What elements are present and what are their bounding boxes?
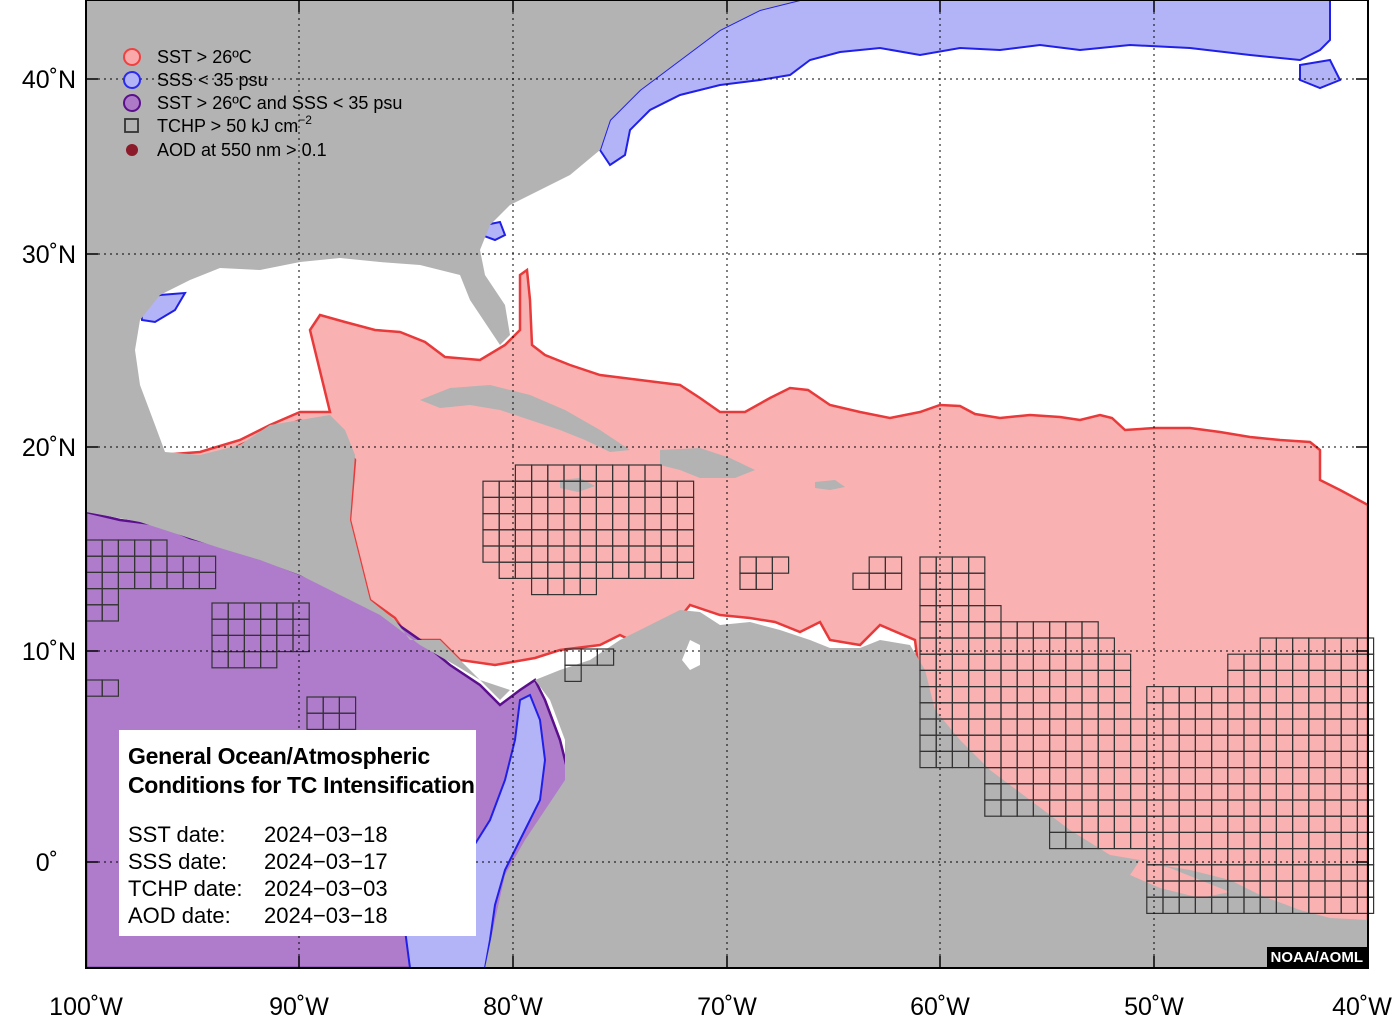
info-row-aod: AOD date: 2024−03−18 xyxy=(128,902,476,929)
legend-aod-symbol xyxy=(126,144,138,156)
info-title-line2: Conditions for TC Intensification xyxy=(128,771,476,800)
lon-label-100w: 100˚W xyxy=(49,993,123,1019)
info-value: 2024−03−17 xyxy=(264,848,388,875)
legend-both-symbol xyxy=(124,95,140,111)
lon-label-50w: 50˚W xyxy=(1124,993,1184,1019)
info-value: 2024−03−03 xyxy=(264,875,388,902)
legend-sss-label: SSS < 35 psu xyxy=(157,70,268,90)
lat-label-40n: 40˚N xyxy=(22,66,76,94)
legend-sst-symbol xyxy=(124,49,140,65)
info-key: SST date: xyxy=(128,821,264,848)
info-title-line1: General Ocean/Atmospheric xyxy=(128,742,476,771)
info-key: AOD date: xyxy=(128,902,264,929)
lon-label-70w: 70˚W xyxy=(697,993,757,1019)
legend-sss-symbol xyxy=(124,72,140,88)
legend-sst-label: SST > 26ºC xyxy=(157,47,252,67)
lat-label-30n: 30˚N xyxy=(22,241,76,269)
lat-label-20n: 20˚N xyxy=(22,434,76,462)
legend-both-label: SST > 26ºC and SSS < 35 psu xyxy=(157,93,402,113)
lat-label-10n: 10˚N xyxy=(22,638,76,666)
info-dates: SST date: 2024−03−18 SSS date: 2024−03−1… xyxy=(128,821,476,929)
legend-aod-label: AOD at 550 nm > 0.1 xyxy=(157,140,327,160)
lat-label-0: 0˚ xyxy=(36,849,58,877)
info-box: General Ocean/Atmospheric Conditions for… xyxy=(119,730,476,936)
lat-labels: 40˚N 30˚N 20˚N 10˚N 0˚ xyxy=(22,66,76,877)
lon-label-40w: 40˚W xyxy=(1332,993,1392,1019)
info-key: TCHP date: xyxy=(128,875,264,902)
info-value: 2024−03−18 xyxy=(264,902,388,929)
legend-tchp-label-main: TCHP > 50 kJ cm xyxy=(157,116,298,136)
info-key: SSS date: xyxy=(128,848,264,875)
credit-label: NOAA/AOML xyxy=(1267,947,1368,968)
lon-label-90w: 90˚W xyxy=(269,993,329,1019)
lon-label-60w: 60˚W xyxy=(910,993,970,1019)
info-row-sss: SSS date: 2024−03−17 xyxy=(128,848,476,875)
lon-labels: 100˚W 90˚W 80˚W 70˚W 60˚W 50˚W 40˚W xyxy=(49,993,1392,1019)
legend-tchp-label-sup: −2 xyxy=(298,113,312,127)
info-value: 2024−03−18 xyxy=(264,821,388,848)
legend-tchp-label: TCHP > 50 kJ cm−2 xyxy=(157,113,312,136)
info-title: General Ocean/Atmospheric Conditions for… xyxy=(128,742,476,800)
info-row-tchp: TCHP date: 2024−03−03 xyxy=(128,875,476,902)
info-row-sst: SST date: 2024−03−18 xyxy=(128,821,476,848)
lon-label-80w: 80˚W xyxy=(483,993,543,1019)
